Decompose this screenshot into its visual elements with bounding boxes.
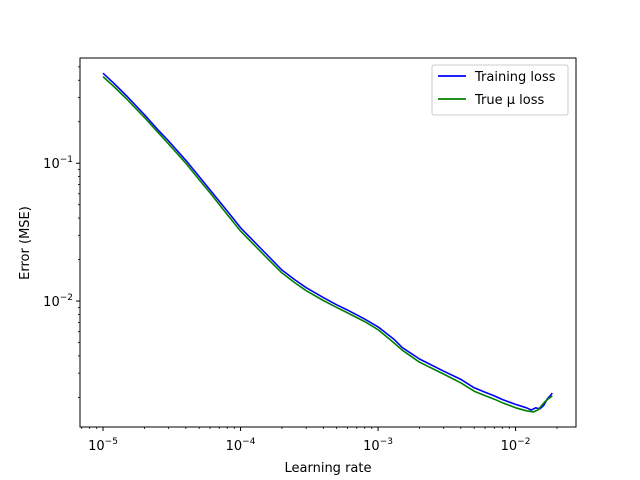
series-line-1 — [102, 76, 553, 413]
series-line-0 — [102, 72, 553, 411]
legend: Training loss True μ loss — [431, 64, 569, 116]
legend-label-1: True μ loss — [474, 93, 544, 108]
x-tick-label: 10−2 — [501, 437, 531, 454]
legend-box — [431, 64, 569, 116]
x-tick-label: 10−3 — [363, 437, 393, 454]
plot-frame — [79, 57, 577, 428]
y-tick-label: 10−1 — [43, 155, 73, 172]
legend-label-0: Training loss — [474, 70, 556, 85]
major-ticks: 10−5 10−4 10−3 10−2 10−2 10−1 — [43, 155, 530, 454]
series-layer — [102, 72, 553, 413]
x-axis-label: Learning rate — [285, 461, 372, 476]
y-axis-label: Error (MSE) — [18, 206, 33, 280]
y-tick-label: 10−2 — [43, 293, 73, 310]
x-tick-label: 10−5 — [88, 437, 118, 454]
x-tick-label: 10−4 — [226, 437, 256, 454]
